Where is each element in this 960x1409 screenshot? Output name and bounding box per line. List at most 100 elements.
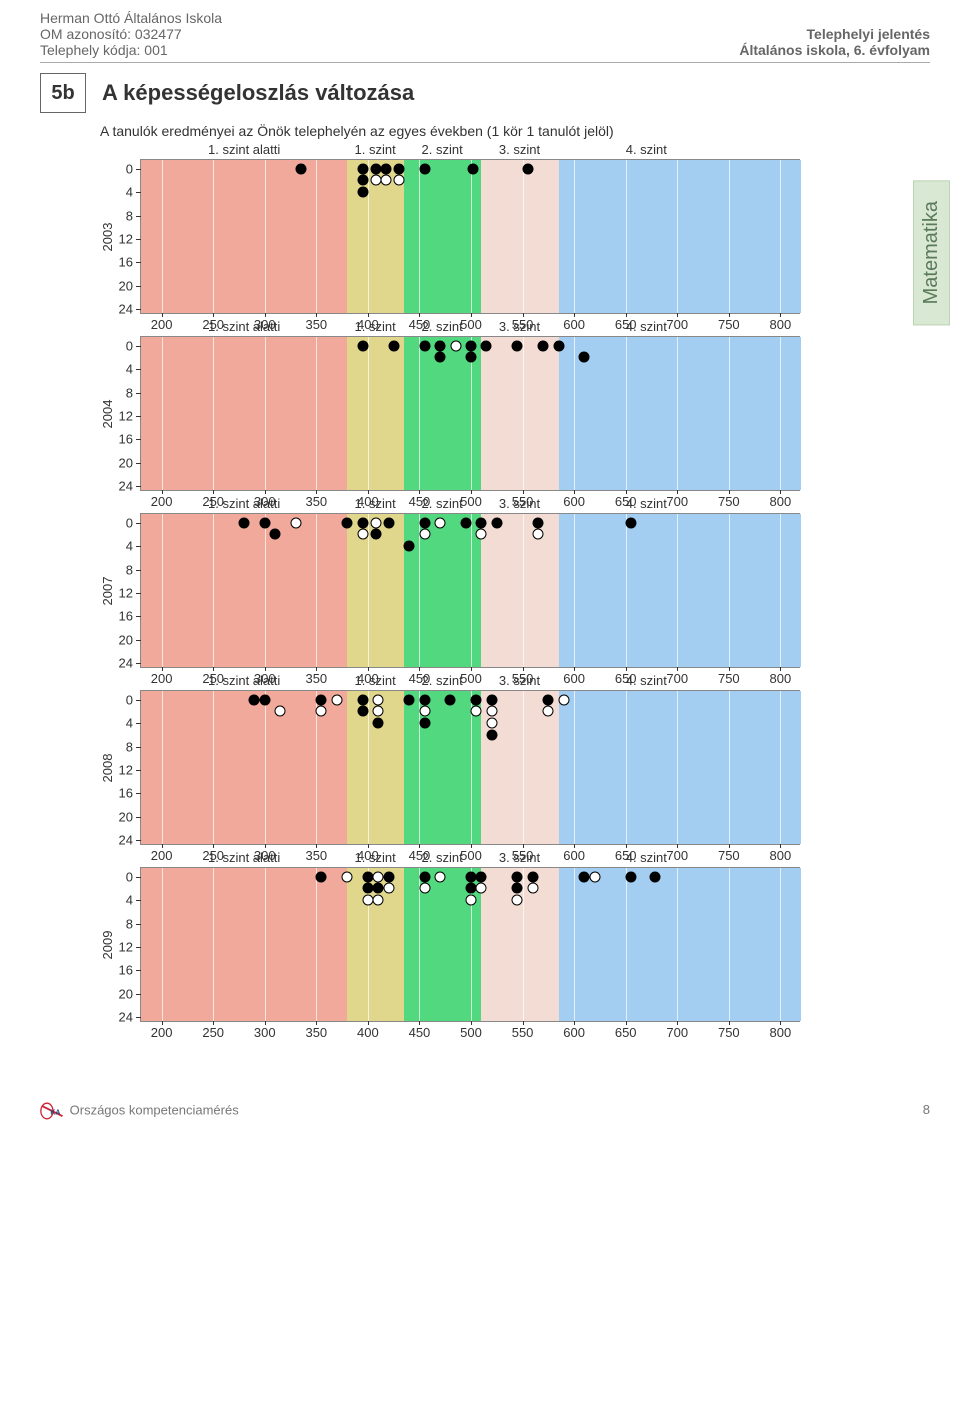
om-id: OM azonosító: 032477 [40,26,222,42]
student-marker [476,517,487,528]
ytick-label: 8 [126,562,141,577]
gridline [523,337,524,490]
xtick-label: 600 [563,844,585,863]
school-level: Általános iskola, 6. évfolyam [739,42,930,58]
student-marker [419,340,430,351]
chart-year: 20081. szint alatti1. szint2. szint3. sz… [100,690,820,845]
student-marker [371,517,382,528]
student-marker [357,187,368,198]
student-marker [486,729,497,740]
student-marker [435,871,446,882]
gridline [523,160,524,313]
student-marker [419,871,430,882]
xtick-label: 500 [460,1021,482,1040]
gridline [677,868,678,1021]
subtitle: A tanulók eredményei az Önök telephelyén… [100,123,930,139]
gridline [162,691,163,844]
student-marker [357,694,368,705]
chart-year-label: 2009 [100,930,115,959]
student-marker [342,871,353,882]
student-marker [527,871,538,882]
band-label: 1. szint [355,319,396,334]
ytick-label: 24 [119,302,141,317]
student-marker [388,340,399,351]
chart-band [646,514,801,667]
gridline [419,160,420,313]
chart-year-label: 2007 [100,576,115,605]
student-marker [445,694,456,705]
gridline [626,337,627,490]
xtick-label: 300 [254,1021,276,1040]
ytick-label: 4 [126,539,141,554]
gridline [626,160,627,313]
gridline [729,337,730,490]
gridline [523,514,524,667]
student-marker [357,163,368,174]
gridline [265,691,266,844]
xtick-label: 200 [151,667,173,686]
xtick-label: 350 [305,1021,327,1040]
ytick-label: 8 [126,739,141,754]
xtick-label: 800 [770,313,792,332]
student-marker [435,517,446,528]
gridline [523,868,524,1021]
gridline [316,514,317,667]
gridline [162,514,163,667]
student-marker [373,706,384,717]
xtick-label: 600 [563,667,585,686]
gridline [265,514,266,667]
gridline [316,337,317,490]
gridline [213,868,214,1021]
band-label: 4. szint [626,142,667,157]
ytick-label: 16 [119,609,141,624]
student-marker [579,352,590,363]
chart-plot: 1. szint alatti1. szint2. szint3. szint4… [140,867,800,1022]
gridline [729,514,730,667]
student-marker [383,517,394,528]
student-marker [275,706,286,717]
xtick-label: 200 [151,490,173,509]
subject-tab: Matematika [913,180,950,325]
student-marker [491,517,502,528]
gridline [677,691,678,844]
chart-band [404,691,481,844]
student-marker [476,871,487,882]
xtick-label: 350 [305,313,327,332]
gridline [316,868,317,1021]
chart-band [347,337,404,490]
svg-text:KA: KA [50,1109,60,1116]
xtick-label: 500 [460,313,482,332]
ytick-label: 24 [119,833,141,848]
student-marker [270,529,281,540]
student-marker [316,871,327,882]
band-label: 2. szint [422,319,463,334]
ytick-label: 0 [126,338,141,353]
xtick-label: 500 [460,490,482,509]
student-marker [383,871,394,882]
chart-band [559,337,647,490]
chart-band [646,160,801,313]
gridline [729,868,730,1021]
chart-band [481,160,558,313]
student-marker [383,883,394,894]
page-number: 8 [923,1102,930,1120]
school-name: Herman Ottó Általános Iskola [40,10,222,26]
xtick-label: 600 [563,490,585,509]
gridline [729,691,730,844]
xtick-label: 750 [718,1021,740,1040]
student-marker [316,706,327,717]
header-left: Herman Ottó Általános Iskola OM azonosít… [40,10,222,58]
chart-year: 2009 1. szint alatti1. szint2. szint3. sz… [100,867,820,1022]
student-marker [486,718,497,729]
footer-text: Országos kompetenciamérés [70,1102,239,1117]
chart-year-label: 2004 [100,399,115,428]
student-marker [512,895,523,906]
gridline [162,337,163,490]
student-marker [373,895,384,906]
chart-band [646,691,801,844]
student-marker [357,706,368,717]
ytick-label: 0 [126,515,141,530]
charts-container: 20031. szint alatti1. szint2. szint3. sz… [100,159,820,1022]
student-marker [466,352,477,363]
gridline [574,691,575,844]
